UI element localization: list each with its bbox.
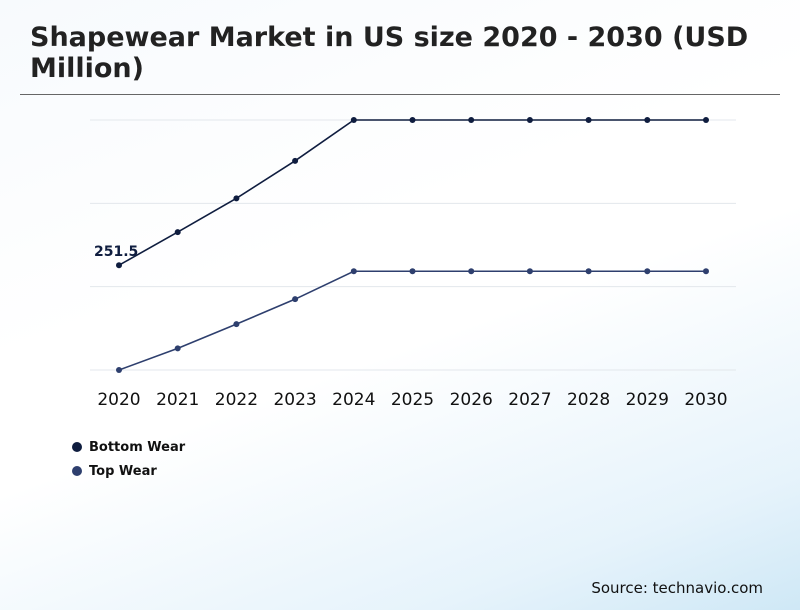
data-point bbox=[174, 345, 181, 352]
title-divider bbox=[20, 94, 780, 95]
data-point bbox=[116, 262, 122, 269]
legend-label: Bottom Wear bbox=[89, 439, 186, 455]
x-tick-label: 2023 bbox=[273, 390, 316, 410]
x-tick-label: 2028 bbox=[567, 390, 610, 410]
x-tick-label: 2020 bbox=[97, 390, 140, 410]
x-tick-label: 2024 bbox=[332, 390, 375, 410]
data-point bbox=[292, 157, 299, 164]
source-credit: Source: technavio.com bbox=[591, 579, 763, 597]
data-point bbox=[644, 268, 651, 275]
data-point bbox=[703, 117, 709, 123]
x-tick-label: 2022 bbox=[215, 390, 258, 410]
x-tick-label: 2029 bbox=[626, 390, 669, 410]
legend-label: Top Wear bbox=[89, 463, 157, 479]
x-tick-label: 2025 bbox=[391, 390, 434, 410]
data-point bbox=[350, 268, 357, 275]
data-point bbox=[409, 268, 416, 275]
x-tick-label: 2030 bbox=[684, 390, 727, 410]
chart-title: Shapewear Market in US size 2020 - 2030 … bbox=[30, 22, 749, 84]
x-tick-label: 2026 bbox=[450, 390, 493, 410]
data-point bbox=[409, 117, 416, 123]
data-point bbox=[350, 117, 357, 123]
line-chart: 2020 2021 2022 2023 2024 2025 2026 2027 2028 2029… bbox=[90, 117, 736, 410]
data-point bbox=[468, 268, 475, 275]
legend-item-bottom-wear: Bottom Wear bbox=[72, 435, 185, 459]
legend-marker bbox=[72, 466, 82, 476]
data-point bbox=[116, 367, 122, 373]
data-point bbox=[585, 117, 592, 123]
data-point bbox=[174, 229, 181, 236]
data-point bbox=[233, 195, 240, 202]
data-point bbox=[644, 117, 651, 123]
data-point bbox=[526, 268, 533, 275]
data-point bbox=[292, 296, 299, 303]
data-point bbox=[468, 117, 475, 123]
series-line-1 bbox=[118, 270, 706, 371]
series-line-0 bbox=[118, 119, 706, 266]
chart-legend: Bottom Wear Top Wear bbox=[72, 435, 185, 483]
legend-marker bbox=[72, 442, 82, 452]
x-tick-label: 2021 bbox=[156, 390, 199, 410]
data-point bbox=[233, 321, 240, 328]
data-point bbox=[526, 117, 533, 123]
data-label: 251.5 bbox=[94, 244, 138, 260]
data-point bbox=[585, 268, 592, 275]
x-tick-label: 2027 bbox=[508, 390, 551, 410]
data-point bbox=[703, 268, 709, 275]
legend-item-top-wear: Top Wear bbox=[72, 459, 185, 483]
